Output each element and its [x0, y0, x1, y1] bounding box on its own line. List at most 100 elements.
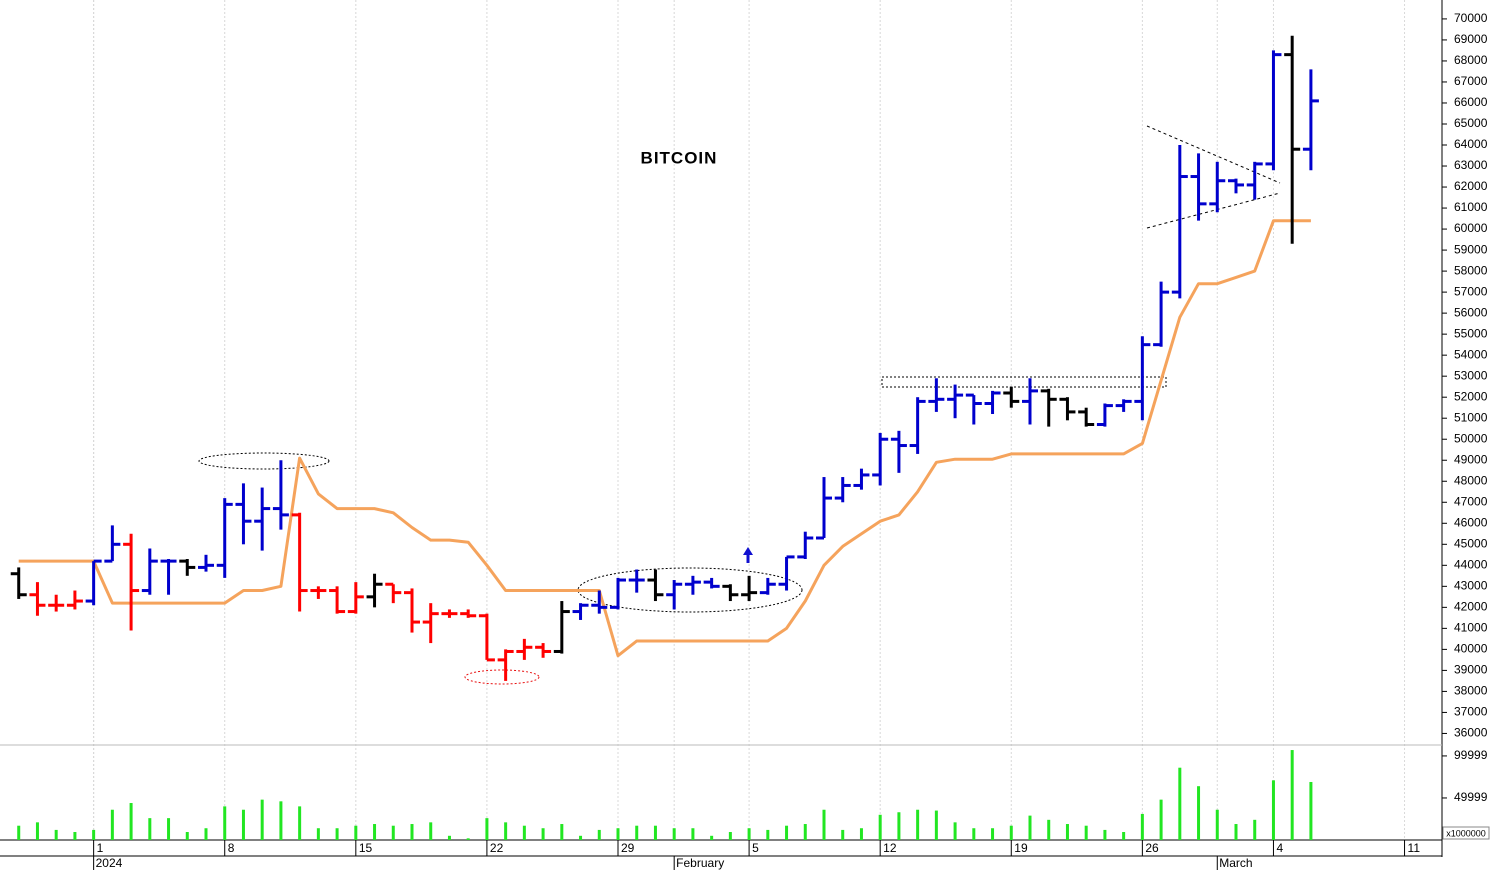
volume-bar	[803, 824, 807, 840]
volume-bar	[1140, 813, 1144, 840]
volume-bar	[260, 799, 264, 840]
y-tick-label: 61000	[1454, 200, 1488, 214]
y-tick-label: 60000	[1454, 221, 1488, 235]
y-tick-label: 55000	[1454, 326, 1488, 340]
y-tick-label: 56000	[1454, 305, 1488, 319]
annotation-ellipse	[577, 567, 803, 613]
x-tick-label: 11	[1408, 841, 1421, 855]
y-tick-label: 42000	[1454, 600, 1488, 614]
volume-bar	[391, 825, 395, 840]
volume-bar	[916, 809, 920, 840]
volume-bar	[953, 822, 957, 840]
y-tick-label: 52000	[1454, 389, 1488, 403]
volume-bar	[597, 829, 601, 840]
grid-group	[93, 0, 1406, 840]
y-tick-label: 68000	[1454, 53, 1488, 67]
x-tick-label: 22	[490, 841, 504, 855]
volume-bar	[335, 828, 339, 840]
chart-title: BITCOIN	[641, 148, 718, 167]
volume-bar	[766, 829, 770, 840]
y-tick-label: 37000	[1454, 705, 1488, 719]
triangle-line	[1146, 125, 1281, 184]
volume-bar	[223, 806, 227, 840]
y-tick-label: 63000	[1454, 158, 1488, 172]
volume-bar	[1178, 767, 1182, 840]
y-tick-label: 57000	[1454, 284, 1488, 298]
volume-bar	[822, 809, 826, 840]
y-tick-label: 38000	[1454, 684, 1488, 698]
volume-bar	[1197, 786, 1201, 840]
volume-bar	[429, 822, 433, 840]
volume-bar	[560, 824, 564, 840]
volume-bar	[747, 828, 751, 840]
unit-box	[1442, 826, 1490, 840]
volume-bar	[991, 828, 995, 840]
volume-bar	[728, 832, 732, 840]
volume-bar	[17, 825, 21, 840]
x-tick-label: 12	[883, 841, 897, 855]
volume-bar	[522, 825, 526, 840]
volume-bar	[1009, 825, 1013, 840]
y-tick-label: 69000	[1454, 32, 1488, 46]
volume-bar	[466, 838, 470, 840]
y-tick-label: 53000	[1454, 368, 1488, 382]
volume-unit-label: x1000000	[1446, 828, 1486, 838]
stop-line	[18, 219, 1311, 658]
volume-tick-label: 49999	[1454, 790, 1488, 804]
volume-bar	[1309, 781, 1313, 840]
volume-bar	[73, 832, 77, 840]
volume-tick-label: 99999	[1454, 748, 1488, 762]
volume-bar	[504, 822, 508, 840]
volume-bar	[710, 835, 714, 840]
volume-bar	[373, 824, 377, 840]
volume-bar	[672, 828, 676, 840]
volume-bar	[54, 829, 58, 840]
y-tick-label: 62000	[1454, 179, 1488, 193]
volume-bar	[1084, 825, 1088, 840]
period-label: 2024	[96, 856, 123, 870]
y-tick-label: 49000	[1454, 452, 1488, 466]
volume-bar	[185, 832, 189, 840]
volume-bar	[1159, 799, 1163, 840]
annotation-ellipse	[464, 669, 540, 685]
volume-bar	[316, 828, 320, 840]
volume-bar	[1271, 780, 1275, 840]
volume-bar	[1103, 829, 1107, 840]
volume-bar	[279, 801, 283, 840]
y-tick-label: 43000	[1454, 579, 1488, 593]
volume-bar	[1253, 819, 1257, 840]
y-tick-label: 64000	[1454, 137, 1488, 151]
y-tick-label: 46000	[1454, 515, 1488, 529]
y-tick-label: 40000	[1454, 642, 1488, 656]
y-tick-label: 50000	[1454, 431, 1488, 445]
volume-bar	[410, 824, 414, 840]
x-tick-label: 8	[228, 841, 235, 855]
y-tick-label: 66000	[1454, 95, 1488, 109]
x-tick-label: 26	[1145, 841, 1159, 855]
x-tick-label: 4	[1276, 841, 1283, 855]
volume-bar	[878, 814, 882, 840]
volume-bar	[541, 828, 545, 840]
y-tick-label: 67000	[1454, 74, 1488, 88]
y-tick-label: 44000	[1454, 557, 1488, 571]
volume-bar	[972, 828, 976, 840]
y-tick-label: 36000	[1454, 726, 1488, 740]
signal-arrow	[743, 547, 753, 563]
volume-bar	[653, 825, 657, 840]
volume-bar	[691, 828, 695, 840]
x-tick-label: 5	[752, 841, 759, 855]
x-tick-label: 1	[97, 841, 104, 855]
volume-bar	[1215, 809, 1219, 840]
y-tick-label: 51000	[1454, 410, 1488, 424]
volume-bar	[1122, 832, 1126, 840]
x-tick-label: 19	[1014, 841, 1028, 855]
volume-bar	[148, 818, 152, 840]
y-tick-label: 70000	[1454, 11, 1488, 25]
volume-bar	[241, 809, 245, 840]
volume-bar	[92, 829, 96, 840]
volume-bar	[110, 809, 114, 840]
y-tick-label: 41000	[1454, 621, 1488, 635]
